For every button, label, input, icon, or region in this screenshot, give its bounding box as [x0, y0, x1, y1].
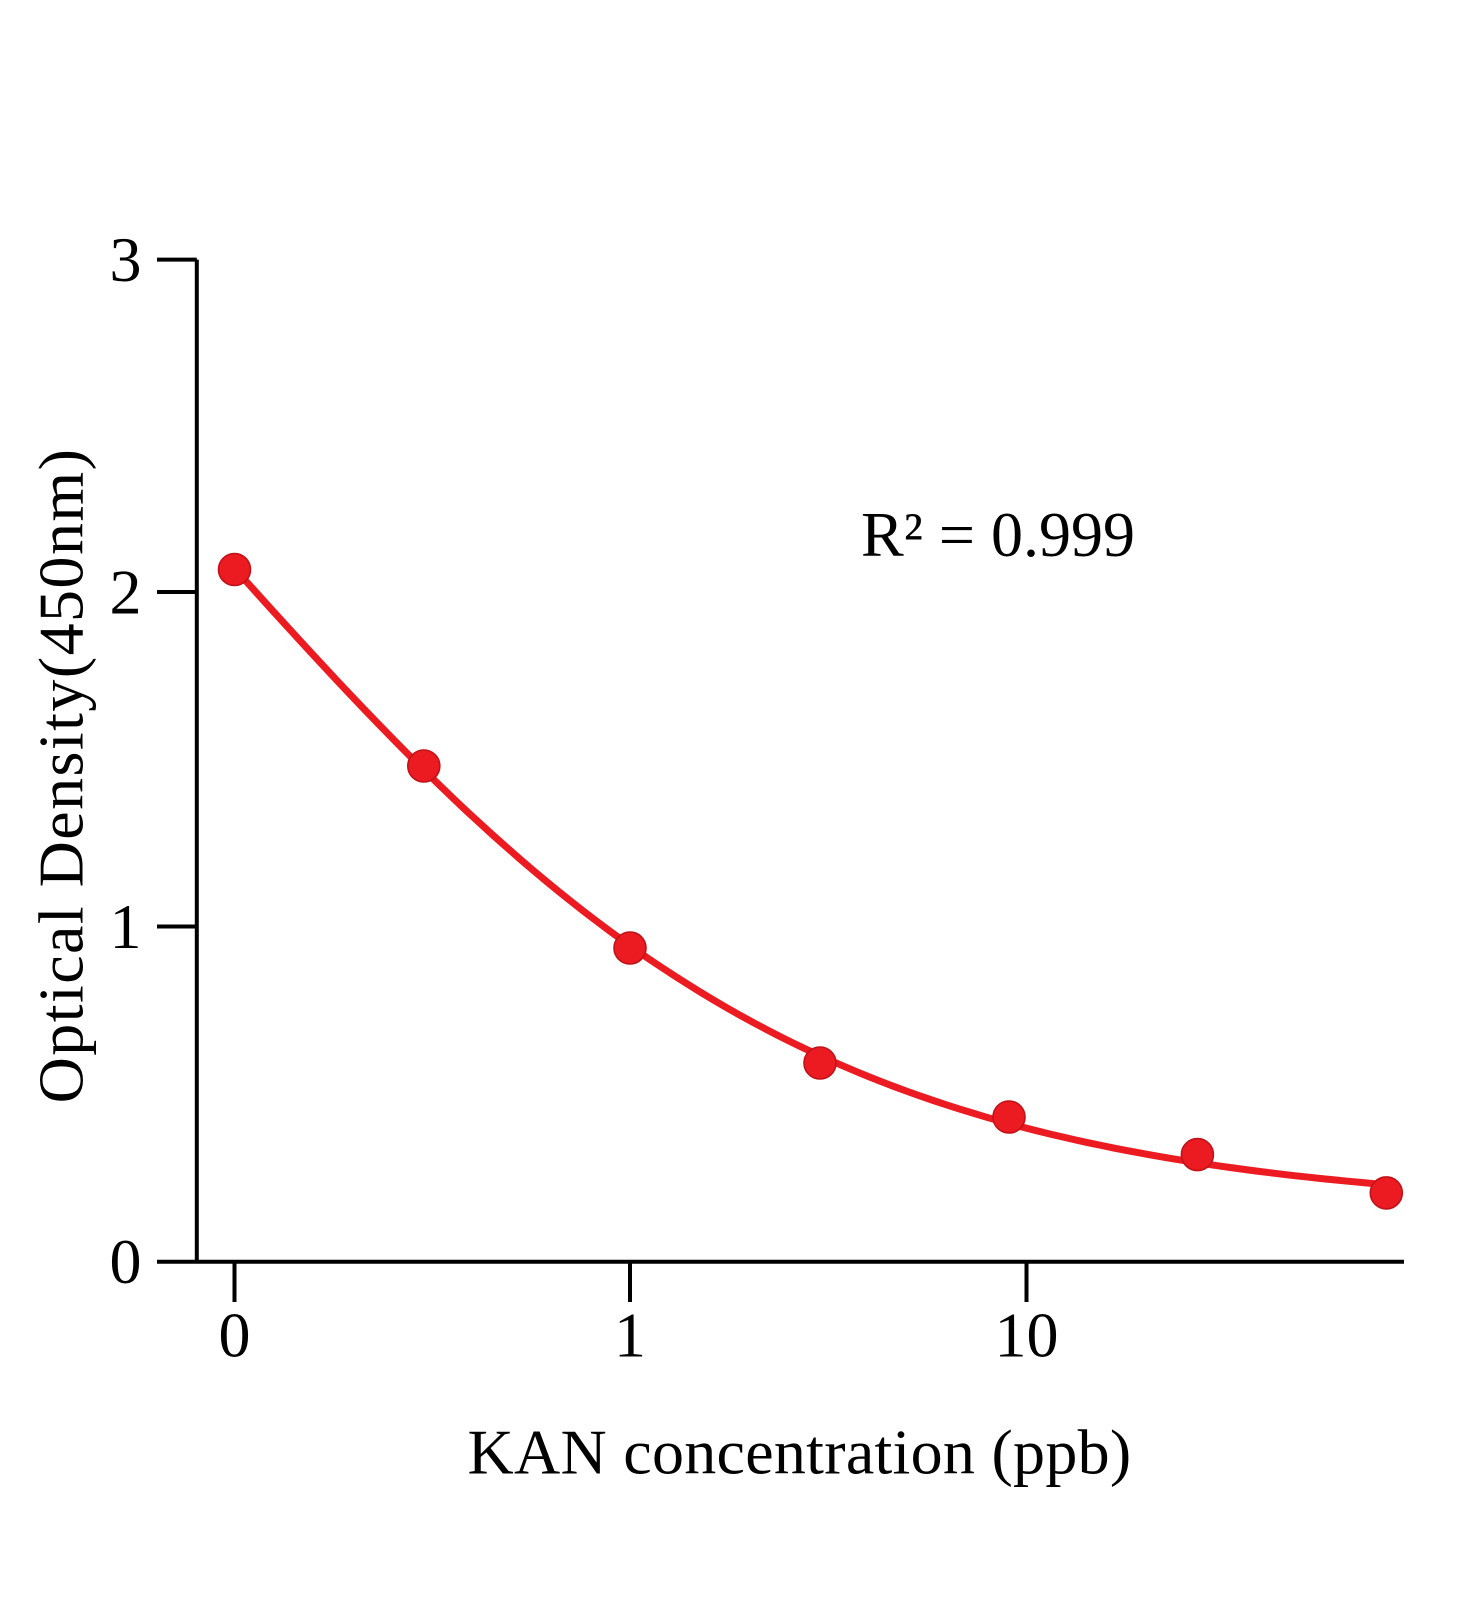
svg-text:2: 2 — [110, 556, 142, 627]
svg-text:KAN concentration (ppb): KAN concentration (ppb) — [467, 1417, 1131, 1488]
svg-text:R² = 0.999: R² = 0.999 — [861, 499, 1135, 570]
svg-text:10: 10 — [995, 1300, 1059, 1371]
svg-text:1: 1 — [110, 891, 142, 962]
svg-text:0: 0 — [219, 1300, 251, 1371]
svg-text:3: 3 — [110, 224, 142, 295]
svg-text:1: 1 — [614, 1300, 646, 1371]
svg-text:Optical Density(450nm): Optical Density(450nm) — [26, 448, 97, 1104]
svg-text:0: 0 — [110, 1226, 142, 1297]
